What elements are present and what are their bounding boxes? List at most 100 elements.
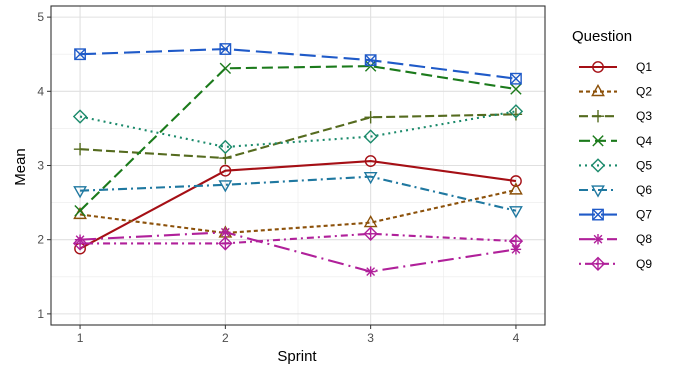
- point-q9-sprint-4: [508, 233, 524, 249]
- legend-label-q4: Q4: [636, 134, 652, 148]
- legend-label-q3: Q3: [636, 109, 652, 123]
- series-q1: [74, 155, 522, 255]
- marker-circle: [592, 61, 604, 73]
- y-tick-label: 1: [37, 307, 44, 321]
- legend-label-q7: Q7: [636, 208, 652, 222]
- legend-marker-q1: [592, 61, 604, 73]
- point-q3-sprint-1: [73, 142, 87, 156]
- x-axis-title: Sprint: [277, 348, 317, 365]
- point-q9-sprint-2: [218, 236, 233, 251]
- legend-marker-q8: [592, 234, 604, 245]
- series-q9: [72, 226, 524, 251]
- marker-triangle-down: [73, 186, 87, 199]
- marker-circle: [510, 175, 522, 187]
- point-q3-sprint-3: [364, 111, 377, 124]
- point-q6-sprint-2: [218, 180, 233, 193]
- point-q1-sprint-3: [364, 155, 377, 167]
- legend-items: Q1 Q2 Q3 Q4 Q5 Q6 Q7 Q8 Q9: [579, 60, 652, 271]
- legend-item-q4: Q4: [579, 134, 652, 148]
- legend-marker-q3: [591, 110, 605, 123]
- point-q9-sprint-3: [363, 226, 378, 241]
- point-q2-sprint-3: [363, 214, 378, 228]
- series-line-q6: [80, 175, 517, 212]
- legend-item-q6: Q6: [579, 183, 652, 198]
- marker-square-x-b: [592, 208, 604, 221]
- marker-square: [219, 43, 232, 55]
- point-q5-sprint-4: [508, 104, 524, 119]
- legend-label-q8: Q8: [636, 232, 652, 246]
- point-q5-sprint-2: [218, 139, 233, 155]
- series-line-q3: [79, 113, 516, 160]
- marker-triangle-down: [591, 185, 605, 198]
- marker-square: [510, 72, 522, 85]
- legend-marker-q6: [591, 185, 605, 198]
- legend-item-q2: Q2: [579, 83, 652, 99]
- marker-diamond: [590, 158, 606, 173]
- y-tick-label: 2: [37, 233, 44, 247]
- legend-marker-q2: [591, 83, 605, 97]
- marker-square-x-b: [510, 73, 522, 85]
- legend-label-q6: Q6: [636, 183, 652, 197]
- point-q7-sprint-4: [510, 72, 522, 85]
- marker-triangle: [509, 182, 523, 195]
- series-q7: [74, 43, 522, 85]
- marker-square: [74, 48, 86, 61]
- point-q8-sprint-2: [220, 227, 231, 238]
- series-line-q4: [79, 65, 517, 212]
- marker-diamond: [508, 104, 524, 119]
- point-q7-sprint-3: [364, 54, 377, 67]
- y-tick-label: 5: [37, 10, 44, 24]
- point-q1-sprint-4: [510, 175, 522, 187]
- point-q4-sprint-1: [74, 205, 86, 217]
- x-tick-label: 1: [77, 331, 84, 345]
- marker-triangle: [363, 214, 378, 228]
- point-q6-sprint-3: [363, 172, 378, 185]
- legend: Question Q1 Q2 Q3 Q4 Q5 Q6 Q7 Q8 Q9: [572, 28, 652, 271]
- legend-label-q5: Q5: [636, 158, 652, 172]
- marker-circle: [364, 155, 377, 167]
- series-layer: [72, 43, 524, 277]
- marker-x-b: [592, 135, 604, 147]
- y-tick-label: 3: [37, 159, 44, 173]
- y-tick-label: 4: [37, 84, 44, 98]
- legend-title: Question: [572, 28, 632, 45]
- point-q6-sprint-1: [73, 186, 87, 199]
- series-line-q5: [79, 110, 517, 149]
- series-line-q9: [80, 232, 516, 245]
- point-q2-sprint-4: [509, 182, 523, 195]
- point-q4-sprint-2: [219, 62, 232, 75]
- legend-marker-q5: [590, 158, 606, 173]
- marker-square-x-b: [219, 43, 232, 55]
- legend-item-q3: Q3: [579, 109, 652, 123]
- series-line-q7: [80, 47, 517, 80]
- marker-triangle: [591, 83, 605, 97]
- legend-marker-q9: [590, 256, 606, 271]
- y-axis-title: Mean: [12, 148, 29, 186]
- marker-triangle-down: [509, 206, 523, 219]
- point-q8-sprint-3: [365, 266, 376, 277]
- legend-item-q8: Q8: [579, 232, 652, 246]
- marker-x-b: [74, 205, 86, 217]
- series-q6: [73, 172, 523, 219]
- series-q5: [72, 104, 524, 155]
- series-line-q8: [80, 231, 517, 273]
- marker-square: [364, 54, 377, 67]
- point-q1-sprint-2: [219, 164, 232, 177]
- marker-circle: [219, 164, 232, 177]
- marker-x-b: [510, 83, 522, 95]
- marker-diamond: [72, 109, 88, 124]
- x-tick-label: 2: [222, 331, 229, 345]
- point-q9-sprint-1: [72, 236, 88, 251]
- legend-label-q2: Q2: [636, 85, 652, 99]
- x-tick-label: 3: [367, 331, 374, 345]
- marker-diamond: [363, 129, 378, 144]
- legend-item-q9: Q9: [579, 256, 652, 271]
- series-line-q2: [79, 188, 517, 235]
- x-tick-label: 4: [513, 331, 520, 345]
- marker-x-b: [219, 62, 232, 75]
- legend-label-q9: Q9: [636, 257, 652, 271]
- point-q7-sprint-1: [74, 48, 86, 61]
- legend-marker-q7: [592, 208, 604, 221]
- marker-triangle-down: [363, 172, 378, 185]
